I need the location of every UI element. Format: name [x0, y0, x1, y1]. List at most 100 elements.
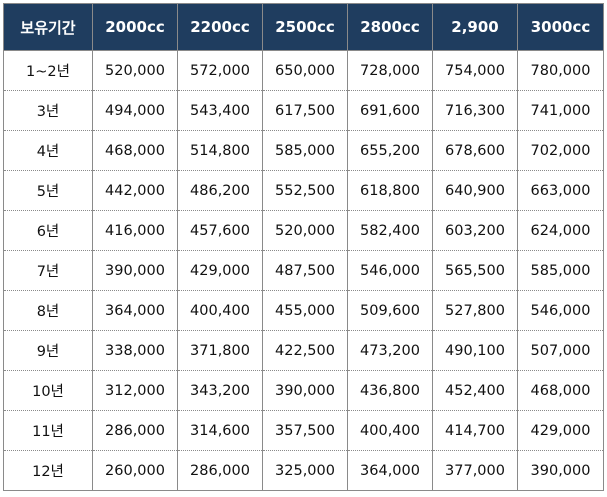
table-row: 6년 416,000 457,600 520,000 582,400 603,2… — [3, 210, 604, 251]
value-cell: 603,200 — [432, 210, 518, 251]
value-cell: 543,400 — [177, 90, 263, 131]
table-row: 4년 468,000 514,800 585,000 655,200 678,6… — [3, 130, 604, 171]
value-cell: 650,000 — [262, 50, 348, 91]
value-cell: 364,000 — [347, 450, 433, 491]
value-cell: 343,200 — [177, 370, 263, 411]
value-cell: 442,000 — [92, 170, 178, 211]
value-cell: 473,200 — [347, 330, 433, 371]
value-cell: 314,600 — [177, 410, 263, 451]
period-cell: 6년 — [3, 210, 93, 251]
value-cell: 546,000 — [517, 290, 604, 331]
value-cell: 565,500 — [432, 250, 518, 291]
value-cell: 702,000 — [517, 130, 604, 171]
value-cell: 364,000 — [92, 290, 178, 331]
value-cell: 624,000 — [517, 210, 604, 251]
value-cell: 486,200 — [177, 170, 263, 211]
value-cell: 716,300 — [432, 90, 518, 131]
value-cell: 286,000 — [177, 450, 263, 491]
value-cell: 520,000 — [262, 210, 348, 251]
value-cell: 452,400 — [432, 370, 518, 411]
value-cell: 618,800 — [347, 170, 433, 211]
table-header: 보유기간 2000cc 2200cc 2500cc 2800cc 2,900 3… — [3, 3, 604, 51]
value-cell: 416,000 — [92, 210, 178, 251]
period-cell: 5년 — [3, 170, 93, 211]
header-cell-3000cc: 3000cc — [517, 3, 604, 51]
value-cell: 507,000 — [517, 330, 604, 371]
period-cell: 8년 — [3, 290, 93, 331]
value-cell: 377,000 — [432, 450, 518, 491]
value-cell: 678,600 — [432, 130, 518, 171]
value-cell: 655,200 — [347, 130, 433, 171]
value-cell: 546,000 — [347, 250, 433, 291]
table-row: 1~2년 520,000 572,000 650,000 728,000 754… — [3, 50, 604, 91]
value-cell: 371,800 — [177, 330, 263, 371]
value-cell: 260,000 — [92, 450, 178, 491]
value-cell: 509,600 — [347, 290, 433, 331]
value-cell: 663,000 — [517, 170, 604, 211]
value-cell: 514,800 — [177, 130, 263, 171]
table-row: 12년 260,000 286,000 325,000 364,000 377,… — [3, 450, 604, 491]
value-cell: 429,000 — [517, 410, 604, 451]
value-cell: 754,000 — [432, 50, 518, 91]
value-cell: 436,800 — [347, 370, 433, 411]
period-cell: 1~2년 — [3, 50, 93, 91]
header-cell-2800cc: 2800cc — [347, 3, 433, 51]
value-cell: 490,100 — [432, 330, 518, 371]
value-cell: 455,000 — [262, 290, 348, 331]
period-cell: 7년 — [3, 250, 93, 291]
value-cell: 527,800 — [432, 290, 518, 331]
value-cell: 468,000 — [92, 130, 178, 171]
period-cell: 11년 — [3, 410, 93, 451]
header-cell-2000cc: 2000cc — [92, 3, 178, 51]
value-cell: 494,000 — [92, 90, 178, 131]
period-cell: 9년 — [3, 330, 93, 371]
value-cell: 617,500 — [262, 90, 348, 131]
header-cell-2900: 2,900 — [432, 3, 518, 51]
table-row: 11년 286,000 314,600 357,500 400,400 414,… — [3, 410, 604, 451]
tax-table: 보유기간 2000cc 2200cc 2500cc 2800cc 2,900 3… — [3, 3, 604, 491]
value-cell: 691,600 — [347, 90, 433, 131]
value-cell: 741,000 — [517, 90, 604, 131]
table-row: 3년 494,000 543,400 617,500 691,600 716,3… — [3, 90, 604, 131]
value-cell: 312,000 — [92, 370, 178, 411]
value-cell: 585,000 — [517, 250, 604, 291]
value-cell: 572,000 — [177, 50, 263, 91]
period-cell: 10년 — [3, 370, 93, 411]
period-cell: 3년 — [3, 90, 93, 131]
period-cell: 12년 — [3, 450, 93, 491]
value-cell: 400,400 — [347, 410, 433, 451]
value-cell: 487,500 — [262, 250, 348, 291]
value-cell: 414,700 — [432, 410, 518, 451]
value-cell: 286,000 — [92, 410, 178, 451]
value-cell: 640,900 — [432, 170, 518, 211]
value-cell: 400,400 — [177, 290, 263, 331]
header-cell-2500cc: 2500cc — [262, 3, 348, 51]
period-cell: 4년 — [3, 130, 93, 171]
table-row: 7년 390,000 429,000 487,500 546,000 565,5… — [3, 250, 604, 291]
header-cell-2200cc: 2200cc — [177, 3, 263, 51]
value-cell: 520,000 — [92, 50, 178, 91]
value-cell: 582,400 — [347, 210, 433, 251]
value-cell: 585,000 — [262, 130, 348, 171]
table-row: 10년 312,000 343,200 390,000 436,800 452,… — [3, 370, 604, 411]
header-cell-period: 보유기간 — [3, 3, 93, 51]
value-cell: 422,500 — [262, 330, 348, 371]
value-cell: 468,000 — [517, 370, 604, 411]
table-row: 8년 364,000 400,400 455,000 509,600 527,8… — [3, 290, 604, 331]
value-cell: 325,000 — [262, 450, 348, 491]
value-cell: 357,500 — [262, 410, 348, 451]
value-cell: 429,000 — [177, 250, 263, 291]
value-cell: 728,000 — [347, 50, 433, 91]
value-cell: 390,000 — [92, 250, 178, 291]
header-row: 보유기간 2000cc 2200cc 2500cc 2800cc 2,900 3… — [3, 3, 604, 51]
value-cell: 780,000 — [517, 50, 604, 91]
tax-table-container: 보유기간 2000cc 2200cc 2500cc 2800cc 2,900 3… — [3, 3, 604, 491]
value-cell: 338,000 — [92, 330, 178, 371]
value-cell: 390,000 — [517, 450, 604, 491]
value-cell: 390,000 — [262, 370, 348, 411]
value-cell: 457,600 — [177, 210, 263, 251]
table-row: 5년 442,000 486,200 552,500 618,800 640,9… — [3, 170, 604, 211]
table-row: 9년 338,000 371,800 422,500 473,200 490,1… — [3, 330, 604, 371]
value-cell: 552,500 — [262, 170, 348, 211]
table-body: 1~2년 520,000 572,000 650,000 728,000 754… — [3, 50, 604, 491]
